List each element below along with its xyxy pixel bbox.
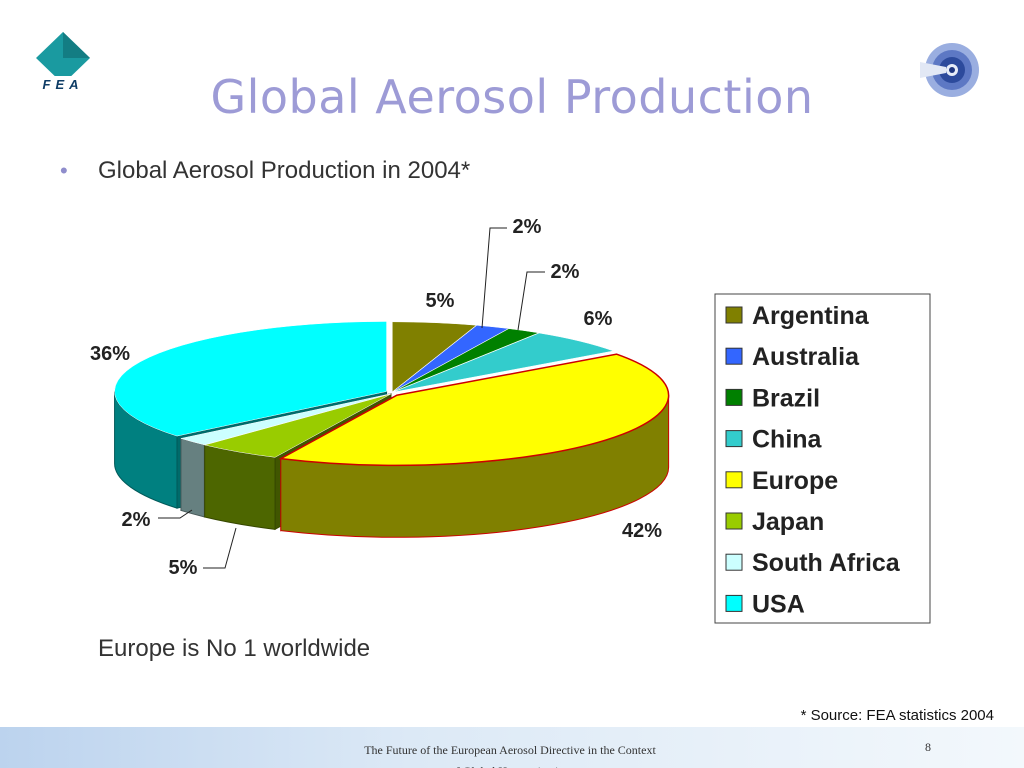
data-label-usa: 36% — [90, 343, 130, 365]
data-label-argentina: 5% — [426, 290, 455, 312]
legend-swatch-argentina — [725, 306, 743, 324]
leader-line — [517, 271, 545, 331]
target-logo-icon — [920, 43, 979, 97]
leader-line — [481, 227, 507, 329]
pie-side-japan — [204, 444, 276, 530]
chart-legend: Argentina Australia Brazil China Europe Japan… — [714, 293, 931, 624]
fea-logo-text: FEA — [43, 77, 84, 92]
slide-subtitle: Global Aerosol Production in 2004* — [98, 157, 471, 184]
bullet-icon: • — [60, 158, 68, 183]
source-note: * Source: FEA statistics 2004 — [800, 707, 994, 724]
legend-swatch-brazil — [725, 388, 743, 406]
page-number: 8 — [925, 740, 931, 754]
legend-label-china: China — [752, 426, 823, 454]
legend-label-brazil: Brazil — [752, 384, 820, 412]
data-label-south-africa: 2% — [122, 509, 151, 531]
legend-label-argentina: Argentina — [752, 302, 870, 330]
pie-slice-japan — [204, 393, 391, 458]
legend-label-japan: Japan — [752, 508, 824, 536]
pie-slice-europe — [278, 353, 670, 467]
legend-swatch-europe — [725, 471, 743, 489]
pie-slice-south-africa — [179, 393, 391, 446]
fea-logo: FEA — [28, 32, 98, 92]
legend-label-europe: Europe — [752, 467, 838, 495]
pie-slice-china — [393, 332, 615, 393]
data-label-china: 6% — [584, 308, 613, 330]
data-label-brazil: 2% — [551, 261, 580, 283]
pie-slice-usa — [114, 321, 387, 437]
data-labels: 5% 2% 2% 6% 42% 5% 2% 36% — [90, 216, 662, 579]
pie-slice-brazil — [392, 328, 540, 393]
legend-box — [714, 293, 931, 624]
data-label-japan: 5% — [169, 557, 198, 579]
data-label-australia: 2% — [513, 216, 542, 238]
legend-label-south-africa: South Africa — [752, 549, 901, 577]
leader-line — [158, 509, 193, 519]
footer-bar — [0, 727, 1024, 768]
data-label-europe: 42% — [622, 520, 662, 542]
legend-swatch-china — [725, 430, 743, 448]
legend-swatch-south-africa — [725, 553, 743, 571]
legend-label-usa: USA — [752, 590, 805, 618]
pie-slices — [114, 321, 670, 538]
pie-slice-argentina — [392, 321, 478, 393]
legend-swatch-japan — [725, 512, 743, 530]
legend-label-australia: Australia — [752, 343, 860, 371]
legend-swatch-usa — [725, 594, 743, 612]
note-text: Europe is No 1 worldwide — [98, 635, 371, 662]
pie-side-south-africa — [180, 437, 205, 518]
footer-text: The Future of the European Aerosol Direc… — [364, 743, 656, 768]
legend-swatch-australia — [725, 347, 743, 365]
leader-line — [203, 527, 237, 569]
slide-title: Global Aerosol Production — [210, 70, 814, 124]
